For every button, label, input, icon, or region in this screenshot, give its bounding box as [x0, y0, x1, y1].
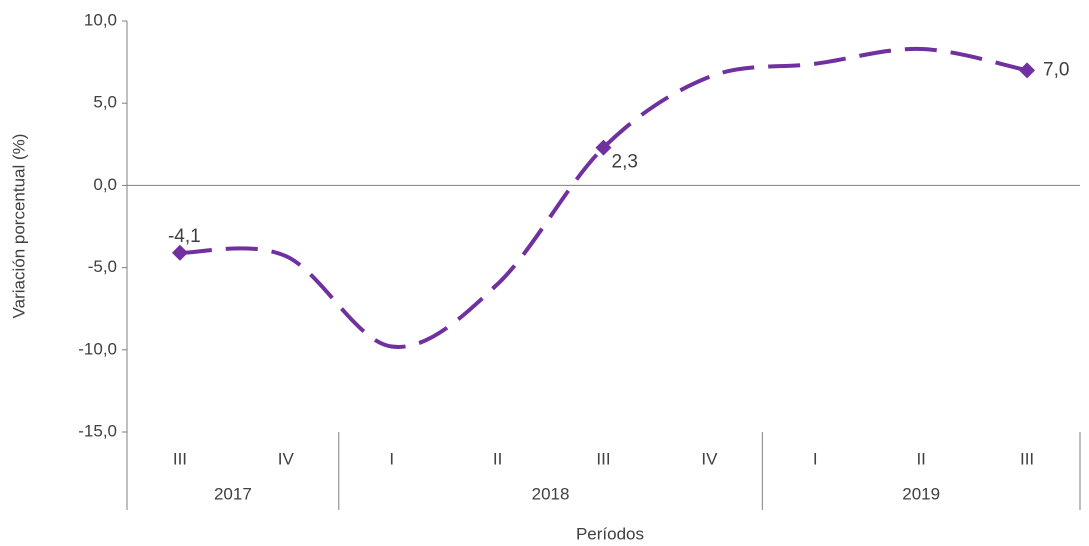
data-label: 7,0	[1043, 59, 1069, 80]
x-tick-label: III	[596, 449, 610, 468]
x-tick-label: IV	[278, 449, 295, 468]
x-tick-label: III	[1020, 449, 1034, 468]
y-tick-label: 5,0	[93, 93, 117, 112]
y-tick-label: 0,0	[93, 175, 117, 194]
marker	[171, 244, 188, 261]
marker	[595, 139, 612, 156]
data-label: 2,3	[612, 152, 638, 173]
x-axis-title: Períodos	[576, 524, 644, 543]
x-tick-label: III	[173, 449, 187, 468]
group-label: 2017	[214, 484, 252, 503]
y-tick-label: -5,0	[88, 257, 117, 276]
x-tick-label: I	[389, 449, 394, 468]
group-label: 2018	[532, 484, 570, 503]
data-label: -4,1	[168, 226, 201, 247]
x-tick-label: II	[916, 449, 925, 468]
y-tick-label: -15,0	[78, 421, 117, 440]
group-label: 2019	[902, 484, 940, 503]
y-tick-label: -10,0	[78, 339, 117, 358]
x-tick-label: I	[813, 449, 818, 468]
marker	[1019, 62, 1036, 79]
x-tick-label: IV	[701, 449, 718, 468]
y-axis-title: Variación porcentual (%)	[9, 134, 28, 319]
x-tick-label: II	[493, 449, 502, 468]
line	[179, 46, 1028, 349]
y-tick-label: 10,0	[84, 10, 117, 29]
